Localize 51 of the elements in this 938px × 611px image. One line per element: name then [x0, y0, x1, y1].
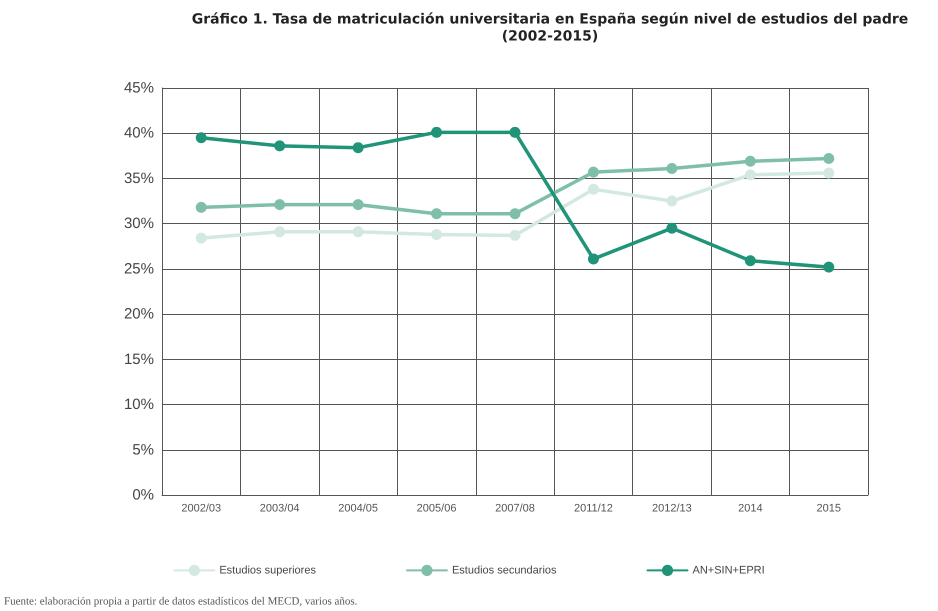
point: [666, 163, 678, 174]
point: [274, 199, 286, 210]
point: [352, 142, 364, 154]
y-tick-label: 35%: [124, 170, 154, 187]
point: [823, 153, 834, 164]
point: [352, 226, 364, 238]
point: [431, 208, 442, 220]
x-tick-label: 2003/04: [260, 502, 300, 514]
point: [823, 168, 834, 179]
x-tick-label: 2007/08: [495, 502, 535, 514]
legend-label: Estudios superiores: [219, 564, 316, 576]
legend-label: Estudios secundarios: [452, 564, 558, 576]
y-tick-label: 5%: [132, 441, 154, 458]
y-tick-label: 10%: [124, 396, 154, 414]
point: [588, 184, 599, 195]
x-tick-label: 2004/05: [338, 502, 378, 514]
y-tick-label: 45%: [124, 80, 154, 96]
x-tick-label: 2015: [816, 502, 842, 514]
point: [510, 126, 520, 138]
point: [666, 222, 678, 234]
x-tick-label: 2014: [738, 502, 763, 514]
y-tick-label: 15%: [124, 350, 154, 368]
point: [196, 232, 207, 244]
y-tick-label: 30%: [124, 215, 154, 232]
point: [744, 156, 756, 167]
source-note: Fuente: elaboración propia a partir de datos estadísticos del MECD, varios años.: [4, 596, 358, 608]
legend-label: AN+SIN+EPRI: [692, 564, 765, 576]
point: [666, 196, 678, 207]
x-tick-label: 2005/06: [416, 502, 456, 514]
y-tick-label: 20%: [124, 306, 154, 323]
point: [196, 132, 207, 144]
point: [274, 226, 286, 238]
chart-title: Gráfico 1. Tasa de matriculación universitaria en España según nivel de estudios del padre (2002-2015): [192, 12, 908, 44]
y-tick-label: 0%: [132, 486, 154, 504]
point: [510, 208, 520, 220]
point: [588, 253, 599, 264]
point: [510, 230, 520, 241]
point: [431, 126, 442, 138]
y-tick-label: 25%: [124, 260, 154, 278]
point: [744, 169, 756, 180]
x-tick-label: 2011/12: [574, 502, 613, 514]
point: [352, 199, 364, 210]
point: [431, 229, 442, 240]
point: [823, 262, 834, 273]
y-tick-label: 40%: [124, 124, 154, 142]
x-tick-label: 2002/03: [181, 502, 222, 514]
point: [744, 255, 756, 266]
point: [196, 202, 207, 213]
x-tick-label: 2012/13: [652, 502, 692, 514]
point: [588, 166, 599, 178]
point: [274, 140, 286, 152]
